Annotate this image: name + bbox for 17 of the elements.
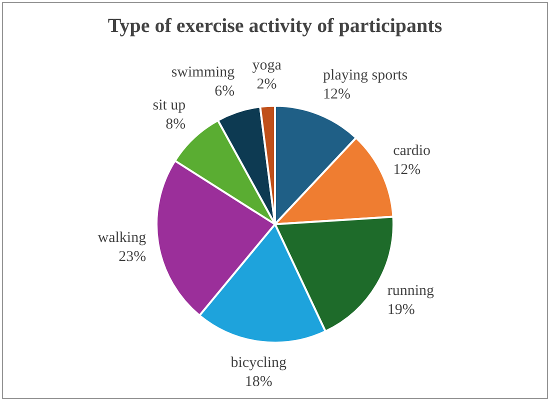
slice-label: playing sports (323, 68, 408, 84)
data-label: 6% (214, 84, 235, 100)
data-label: 2% (256, 76, 277, 92)
data-label: 12% (393, 162, 421, 178)
data-label: 23% (118, 249, 146, 266)
slice-label: yoga (252, 57, 282, 74)
slice-label: swimming (171, 64, 236, 81)
data-label: 18% (244, 374, 272, 390)
slice-label: sit up (152, 98, 186, 114)
data-label: 12% (323, 86, 351, 103)
slice-label: running (387, 282, 434, 299)
slice-label: walking (98, 230, 147, 246)
slice-label: cardio (393, 143, 431, 160)
data-label: 8% (166, 116, 186, 133)
chart-title: Type of exercise activity of participants (108, 15, 442, 37)
slice-label: bicycling (230, 355, 288, 372)
data-label: 19% (387, 302, 415, 318)
